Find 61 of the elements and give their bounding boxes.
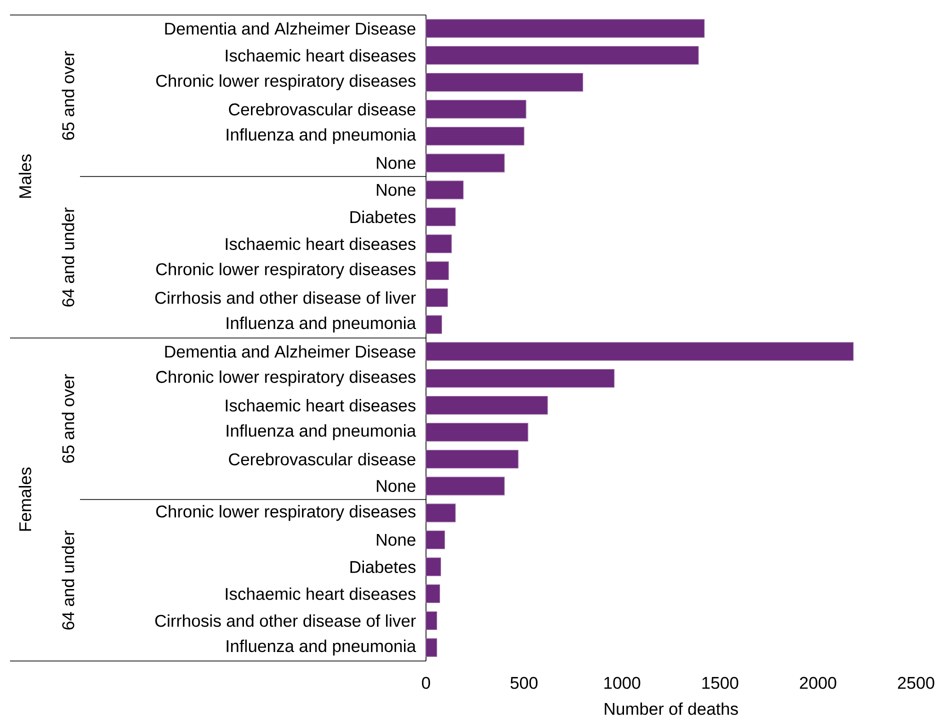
x-tick-label: 2500 [898, 676, 934, 689]
text: 64 and under [62, 530, 74, 630]
bar [426, 19, 705, 38]
text: 64 and under [62, 207, 74, 306]
y-tick-label: Ischaemic heart diseases [226, 238, 416, 250]
bar [426, 261, 449, 280]
y-tick-label: Diabetes [350, 210, 416, 224]
bar [426, 46, 699, 65]
bar [426, 504, 456, 522]
bar [426, 638, 438, 657]
x-tick-label: 1000 [604, 676, 640, 689]
text: Males [18, 154, 32, 198]
bar [426, 154, 505, 172]
y-tick-label: Ischaemic heart diseases [226, 587, 416, 600]
bar [426, 530, 445, 550]
y-tick-label: Cirrhosis and other disease of liver [155, 291, 416, 304]
y-tick-label: Influenza and pneumonia [226, 424, 416, 440]
bar [426, 72, 584, 92]
x-tick-label: 1500 [702, 676, 738, 689]
bar [426, 558, 442, 576]
y-tick-label: Chronic lower respiratory diseases [156, 370, 416, 386]
bar [426, 126, 524, 146]
bar [426, 234, 452, 254]
y-tick-label: None [376, 534, 416, 546]
y-tick-label: Cerebrovascular disease [228, 452, 416, 466]
y-tick-label: Influenza and pneumonia [226, 640, 416, 656]
y-tick-label: None [376, 157, 416, 169]
y-tick-label: Chronic lower respiratory diseases [156, 505, 416, 521]
x-tick-label: 2000 [800, 676, 836, 689]
bar [426, 450, 518, 468]
text: 65 and over [62, 51, 74, 140]
bar [426, 315, 442, 334]
y-tick-label: None [376, 184, 416, 196]
y-tick-label: Influenza and pneumonia [226, 128, 416, 144]
bar [426, 396, 548, 415]
y-tick-label: Chronic lower respiratory diseases [156, 262, 416, 279]
bar [426, 422, 528, 442]
bar [426, 476, 505, 496]
x-tick-label: 500 [510, 676, 538, 689]
text: Females [18, 468, 32, 531]
text: 65 and over [62, 374, 74, 463]
bar [426, 342, 854, 361]
bar [426, 369, 614, 388]
x-axis-title: Number of deaths [604, 702, 738, 715]
y-tick-label: None [376, 480, 416, 492]
y-tick-label: Chronic lower respiratory diseases [156, 74, 416, 90]
bar [426, 611, 438, 630]
y-tick-label: Cirrhosis and other disease of liver [155, 614, 416, 627]
y-tick-label: Cerebrovascular disease [228, 102, 416, 116]
y-tick-label: Influenza and pneumonia [226, 316, 416, 332]
y-tick-label: Diabetes [350, 560, 416, 574]
y-tick-label: Ischaemic heart diseases [226, 49, 416, 62]
bar [426, 100, 526, 119]
bar [426, 208, 456, 226]
bar [426, 584, 440, 604]
x-tick-label: 0 [422, 676, 430, 689]
y-tick-label: Dementia and Alzheimer Disease [165, 22, 416, 35]
bar [426, 288, 448, 307]
bar [426, 180, 464, 200]
y-tick-label: Dementia and Alzheimer Disease [165, 345, 416, 358]
y-tick-label: Ischaemic heart diseases [226, 399, 416, 412]
